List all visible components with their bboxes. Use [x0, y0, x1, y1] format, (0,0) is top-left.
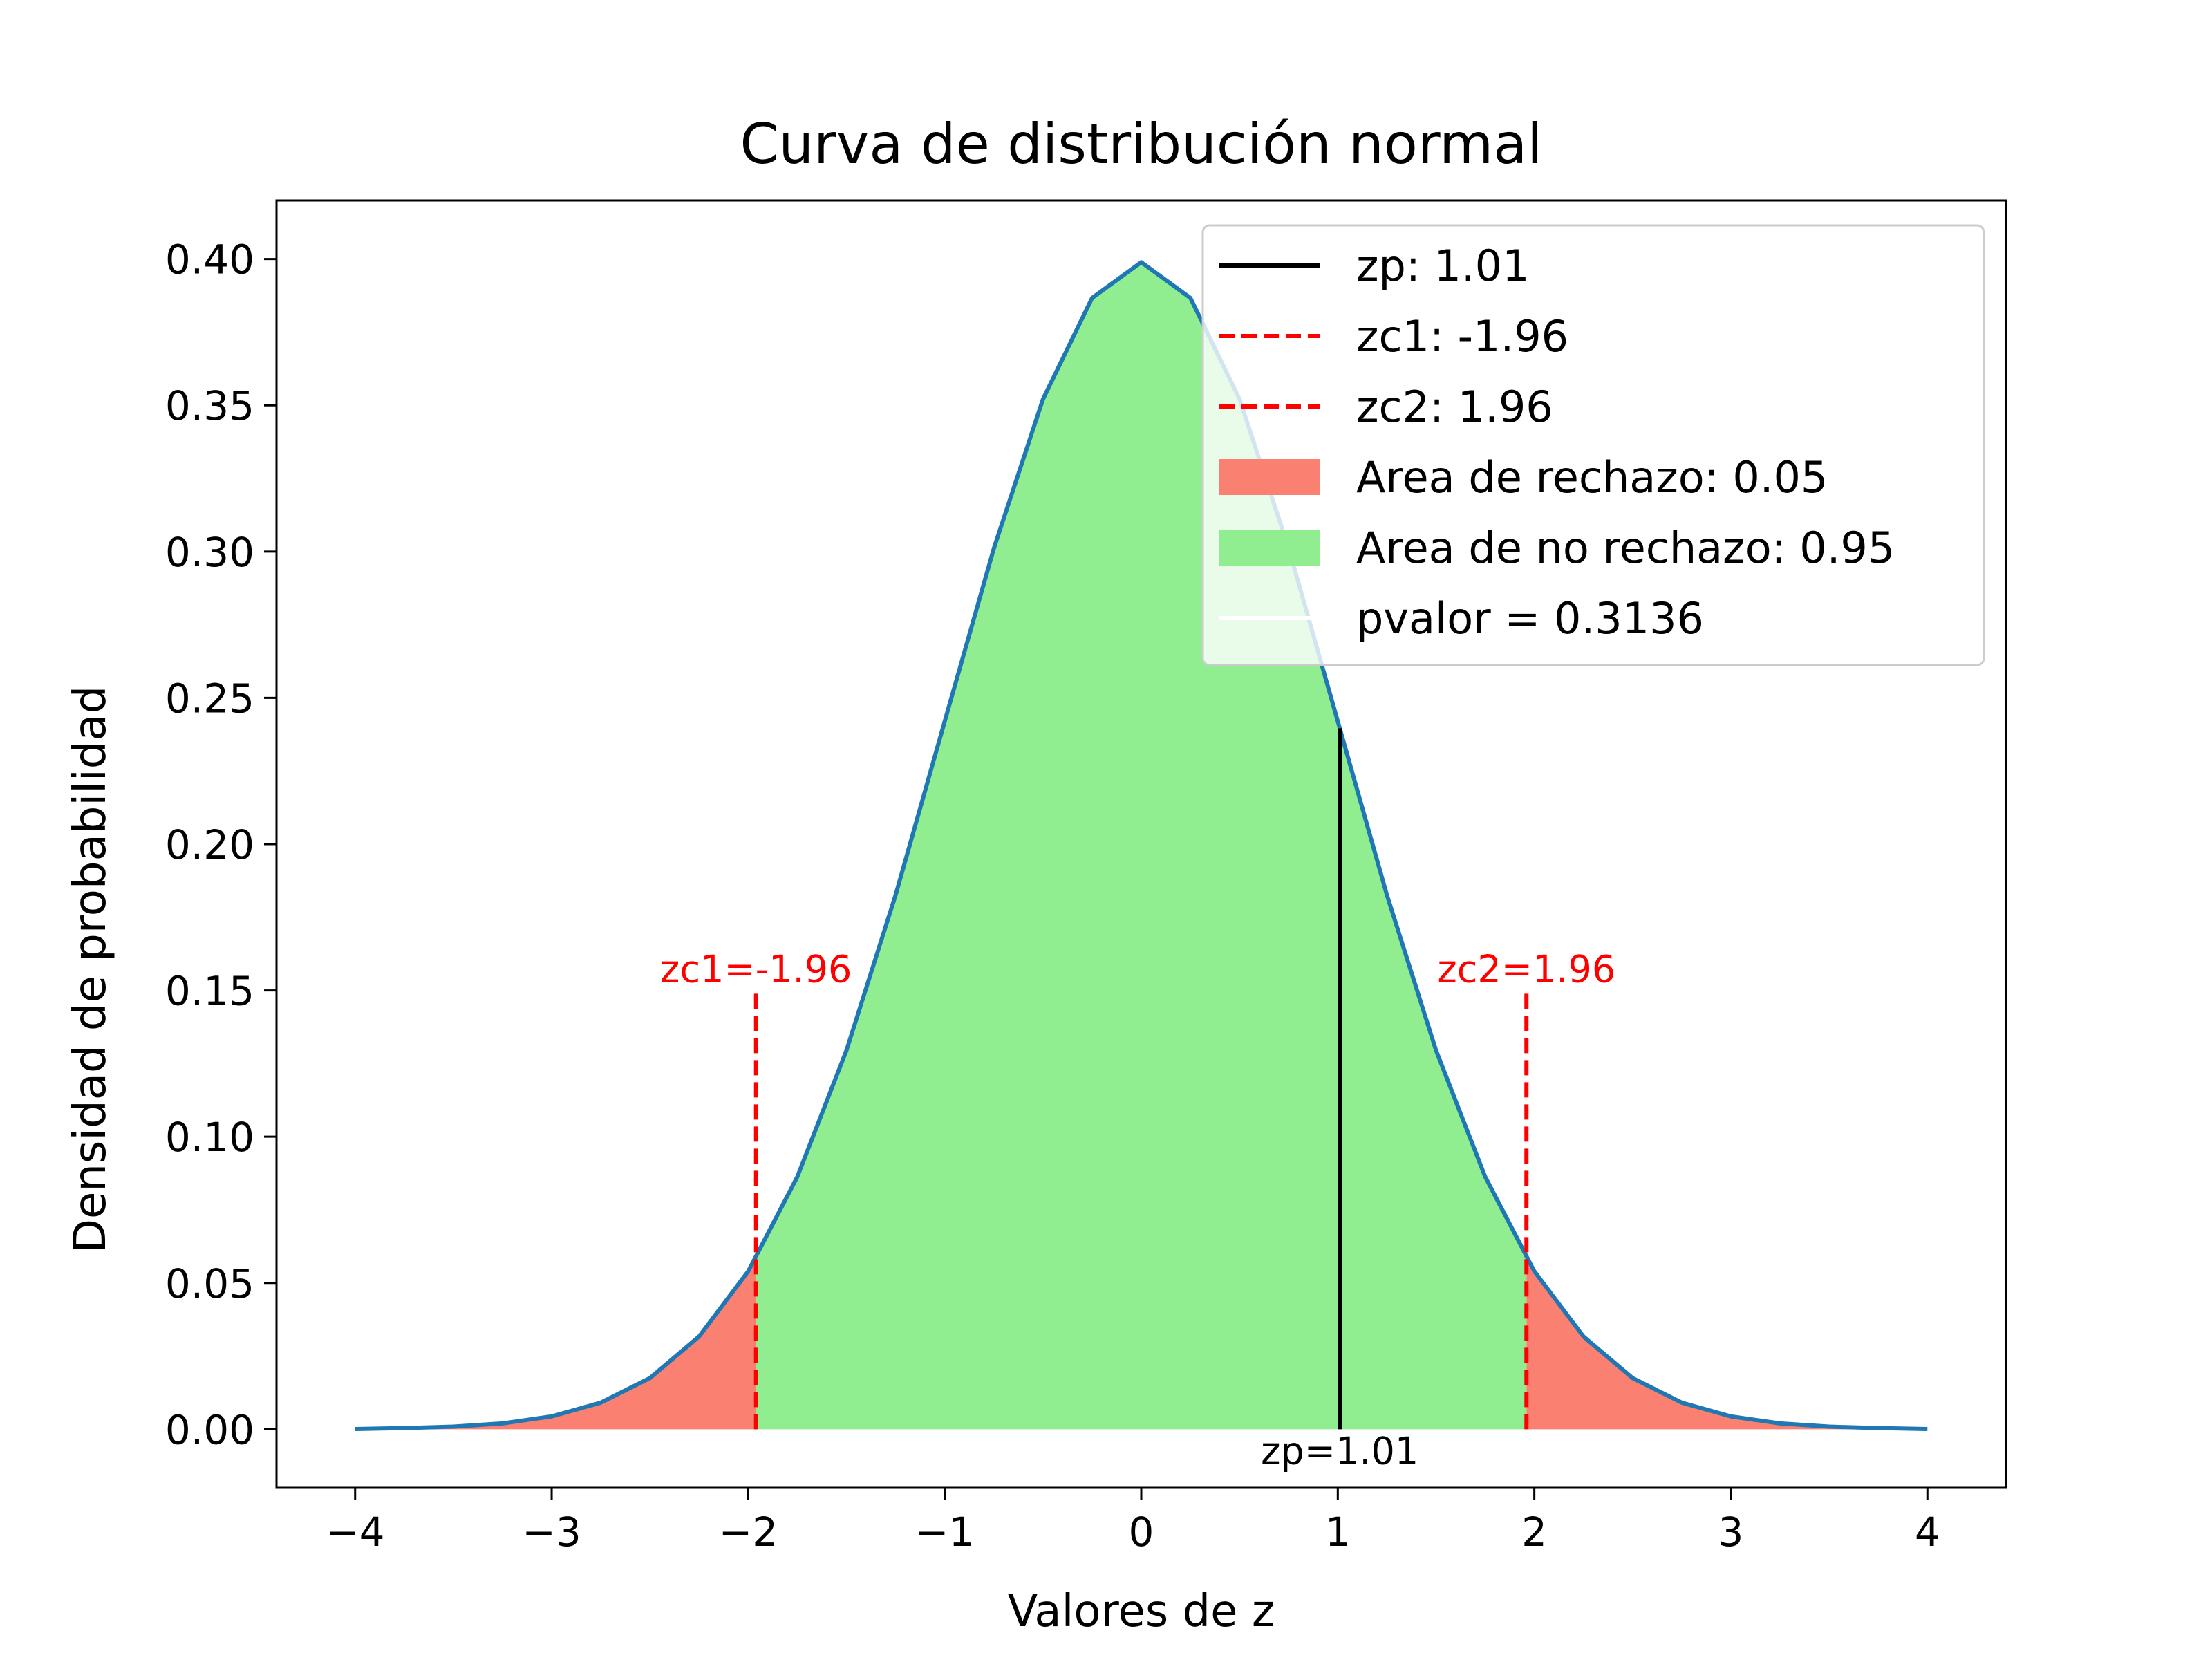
legend-frame	[1201, 224, 1985, 666]
x-tick-label: 1	[1325, 1509, 1351, 1556]
legend: zp: 1.01 zc1: -1.96 zc2: 1.96 Area de recha…	[1201, 224, 1985, 666]
rejection-area-2	[1526, 1258, 1928, 1430]
legend-label: zc2: 1.96	[1356, 382, 1553, 432]
x-tick-label: 3	[1718, 1509, 1744, 1556]
legend-entry-acceptance: Area de no rechazo: 0.95	[1219, 523, 1895, 573]
y-tick-label: 0.40	[165, 236, 254, 283]
legend-swatch	[1219, 459, 1320, 495]
y-tick-label: 0.05	[165, 1260, 254, 1307]
x-tick-label: 4	[1915, 1509, 1940, 1556]
y-axis-label: Densidad de probabilidad	[65, 686, 116, 1253]
rejection-area-1	[355, 1258, 756, 1430]
x-tick-label: −2	[719, 1509, 778, 1556]
zc1-label: zc1=-1.96	[660, 948, 852, 991]
x-axis-label: Valores de z	[1008, 1586, 1275, 1637]
legend-label: zp: 1.01	[1356, 241, 1530, 291]
legend-entry-zc2: zc2: 1.96	[1219, 382, 1553, 432]
y-tick-label: 0.10	[165, 1114, 254, 1161]
acceptance-area	[756, 262, 1527, 1430]
y-tick-label: 0.35	[165, 382, 254, 429]
legend-entry-pvalue: pvalor = 0.3136	[1219, 593, 1704, 644]
legend-label: pvalor = 0.3136	[1356, 593, 1704, 644]
x-tick-label: −3	[522, 1509, 581, 1556]
y-tick-label: 0.15	[165, 968, 254, 1015]
legend-entry-zc1: zc1: -1.96	[1219, 311, 1568, 362]
y-tick-label: 0.30	[165, 529, 254, 576]
y-tick-label: 0.25	[165, 675, 254, 722]
chart-title: Curva de distribución normal	[740, 112, 1543, 176]
legend-swatch	[1219, 530, 1320, 566]
x-tick-label: −4	[326, 1509, 385, 1556]
legend-label: Area de no rechazo: 0.95	[1356, 523, 1895, 573]
y-tick-label: 0.00	[165, 1406, 254, 1453]
legend-label: zc1: -1.96	[1356, 311, 1568, 362]
legend-entry-rejection: Area de rechazo: 0.05	[1219, 452, 1828, 503]
legend-label: Area de rechazo: 0.05	[1356, 452, 1828, 503]
y-tick-label: 0.20	[165, 821, 254, 868]
x-tick-label: 2	[1521, 1509, 1547, 1556]
x-tick-label: 0	[1129, 1509, 1154, 1556]
density-curve	[355, 260, 1928, 1431]
x-tick-label: −1	[915, 1509, 975, 1556]
legend-entry-zp: zp: 1.01	[1219, 241, 1530, 291]
plot-area: zp=1.01 zc1=-1.96 zc2=1.96 −4 −3 −2 −1 0 1 2 3 4 0.0…	[165, 199, 2007, 1556]
zc2-label: zc2=1.96	[1437, 948, 1615, 991]
zp-label: zp=1.01	[1261, 1429, 1418, 1473]
